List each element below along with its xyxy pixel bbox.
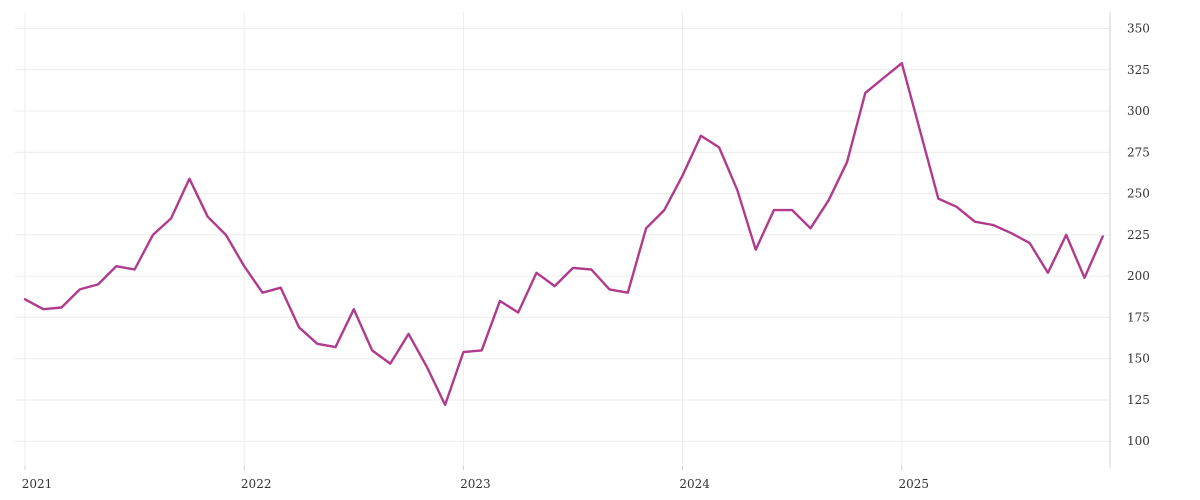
y-tick-label: 175 (1127, 310, 1150, 324)
tick-labels: 100 125 150 175 200 225 250 275 300 325 350 2021 202… (22, 22, 1150, 491)
y-tick-label: 100 (1127, 434, 1150, 448)
y-tick-label: 150 (1127, 352, 1150, 366)
y-tick-label: 200 (1127, 269, 1150, 283)
y-tick-label: 225 (1127, 228, 1150, 242)
series-line (23, 62, 1104, 407)
y-tick-label: 125 (1127, 393, 1150, 407)
x-tick-label: 2021 (22, 477, 53, 491)
y-tick-label: 300 (1127, 104, 1150, 118)
series-group (23, 62, 1104, 407)
y-tick-label: 250 (1127, 187, 1150, 201)
x-tick-label: 2023 (460, 477, 491, 491)
grid (15, 12, 1110, 466)
y-tick-label: 325 (1127, 63, 1150, 77)
x-tick-label: 2024 (679, 477, 710, 491)
axes (24, 12, 1111, 470)
x-tick-label: 2022 (241, 477, 272, 491)
x-tick-label: 2025 (899, 477, 930, 491)
y-tick-label: 350 (1127, 22, 1150, 36)
y-tick-label: 275 (1127, 145, 1150, 159)
